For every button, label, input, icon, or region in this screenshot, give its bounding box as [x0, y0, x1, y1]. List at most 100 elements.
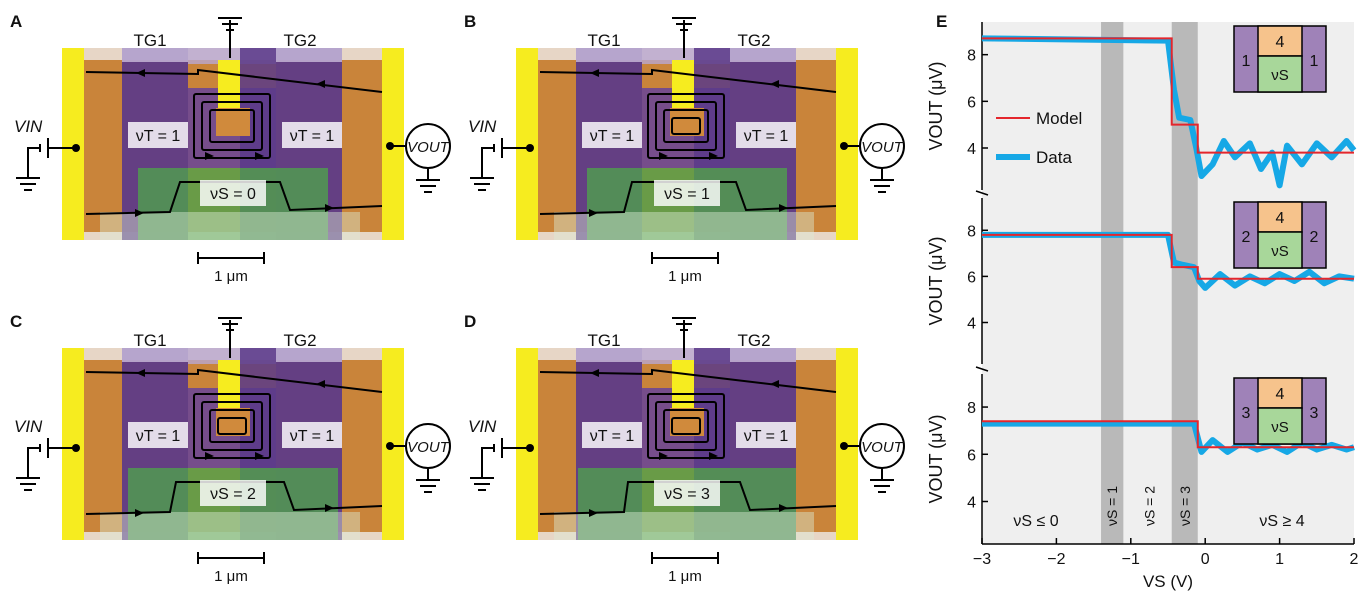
nu-t-right-label: νT = 1	[744, 428, 789, 445]
edge-loop	[193, 93, 271, 159]
edge-loop	[655, 101, 717, 151]
edge-arrow	[205, 152, 214, 160]
edge-arrow	[659, 152, 668, 160]
inset-bottom-region	[1257, 407, 1303, 445]
edge-loop	[647, 93, 725, 159]
x-tick-label: 2	[1350, 551, 1359, 568]
tg1-label: TG1	[587, 331, 620, 350]
edge-loop	[663, 109, 709, 143]
ground-pad	[670, 408, 704, 436]
inset-left-label: 1	[1242, 53, 1251, 70]
y-axis-label: VOUT (μV)	[926, 61, 946, 150]
vout-label: VOUT	[861, 139, 905, 156]
y-tick-label: 6	[967, 447, 976, 464]
nu-s-label: νS = 3	[664, 486, 710, 503]
edge-loop	[671, 417, 701, 435]
nu-s-box	[200, 180, 266, 206]
panel-letter-a: A	[10, 12, 23, 31]
vin-node	[526, 144, 534, 152]
edge-arrow	[136, 369, 145, 377]
nu-t-left-box	[582, 122, 642, 148]
inset-bottom-region	[1257, 55, 1303, 93]
edge-loop	[209, 409, 255, 443]
tg2-label: TG2	[737, 31, 770, 50]
tg2-lip	[276, 348, 342, 362]
panel-letter-e: E	[936, 12, 947, 31]
edge-loop	[201, 401, 263, 451]
vin-ground-wire	[481, 147, 494, 178]
nu-s-box	[654, 180, 720, 206]
nu-s-box	[200, 480, 266, 506]
edge-arrow	[136, 69, 145, 77]
y-tick-label: 6	[967, 269, 976, 286]
tg2-lip	[276, 48, 342, 62]
inset-top-label: 4	[1276, 386, 1285, 403]
panel-d-schematic: TG1 TG2 νT = 1 νT = 1 νS = 3 VIN VOUT 1 μm	[468, 317, 905, 585]
edge-arrow	[770, 380, 779, 388]
edge-loop	[647, 393, 725, 459]
vin-node	[72, 444, 80, 452]
inset-top-region	[1257, 377, 1303, 409]
vin-label: VIN	[468, 117, 497, 136]
edge-loop	[655, 401, 717, 451]
ground-finger	[672, 360, 694, 414]
axis-break	[975, 190, 989, 196]
legend-model-label: Model	[1036, 109, 1082, 128]
vin-node	[526, 444, 534, 452]
nu-t-left-label: νT = 1	[136, 128, 181, 145]
edge-arrow	[135, 509, 144, 517]
edge-arrow	[325, 504, 334, 512]
edge-arrow	[779, 204, 788, 212]
inset-right-label: 3	[1310, 405, 1319, 422]
edge-loop	[209, 109, 255, 143]
edge-arrow	[770, 80, 779, 88]
edge-arrow	[590, 369, 599, 377]
scale-bar-label: 1 μm	[668, 568, 702, 585]
vin-ground-wire	[27, 447, 40, 478]
tg2-lip	[730, 348, 796, 362]
edge-loop	[671, 117, 701, 135]
nu-t-left-box	[128, 122, 188, 148]
x-tick-label: −3	[973, 551, 991, 568]
vin-ground-wire	[481, 447, 494, 478]
panel-b-schematic: TG1 TG2 νT = 1 νT = 1 νS = 1 VIN VOUT 1 μm	[468, 17, 905, 285]
y-tick-label: 4	[967, 141, 976, 158]
y-axis-label: VOUT (μV)	[926, 414, 946, 503]
nu-t-right-box	[282, 122, 342, 148]
edge-arrow	[205, 452, 214, 460]
inset-left-label: 3	[1242, 405, 1251, 422]
x-tick-label: −2	[1047, 551, 1065, 568]
inset-bottom-label: νS	[1271, 243, 1289, 260]
x-tick-label: −1	[1122, 551, 1140, 568]
data-series-line	[982, 231, 1355, 291]
nu-t-left-label: νT = 1	[136, 428, 181, 445]
panel-letter-c: C	[10, 312, 23, 331]
nu-s-label: νS = 1	[664, 186, 710, 203]
x-tick-label: 0	[1201, 551, 1210, 568]
nu-s-box	[654, 480, 720, 506]
edge-loop	[217, 417, 247, 435]
data-series-line	[981, 35, 1357, 189]
tg1-label: TG1	[133, 31, 166, 50]
inset-right-label: 2	[1310, 229, 1319, 246]
tg1-label: TG1	[587, 31, 620, 50]
tg2-label: TG2	[283, 31, 316, 50]
inset-bottom-label: νS	[1271, 67, 1289, 84]
edge-arrow	[709, 452, 718, 460]
x-tick-label: 1	[1275, 551, 1284, 568]
y-tick-label: 8	[967, 400, 976, 417]
vin-node	[72, 144, 80, 152]
left-contact	[62, 348, 84, 540]
bottom-fade	[100, 512, 360, 540]
inset-right-label: 1	[1310, 53, 1319, 70]
axis-break	[975, 366, 989, 372]
y-tick-label: 6	[967, 94, 976, 111]
edge-arrow	[779, 504, 788, 512]
tg1-lip	[576, 348, 642, 362]
nu-t-left-box	[128, 422, 188, 448]
nu-s-label: νS = 0	[210, 186, 256, 203]
vin-label: VIN	[14, 117, 43, 136]
region-label: νS = 3	[1177, 486, 1193, 526]
edge-arrow	[255, 452, 264, 460]
edge-loop	[193, 393, 271, 459]
